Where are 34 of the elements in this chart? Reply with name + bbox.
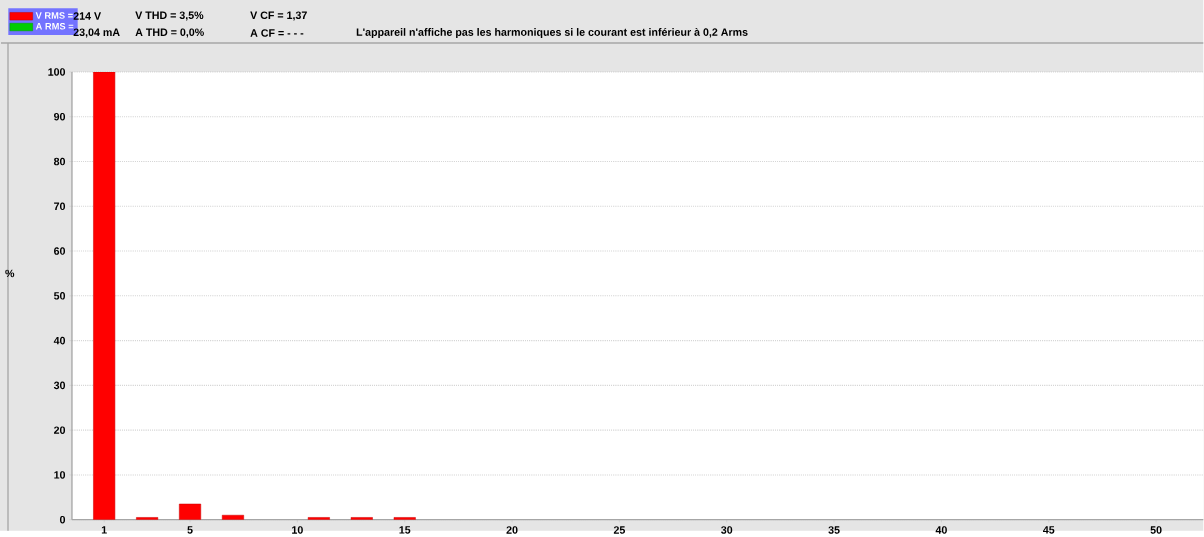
x-tick-label: 35 bbox=[828, 526, 840, 534]
y-tick-label: 0 bbox=[59, 515, 66, 524]
legend-label: V RMS = bbox=[35, 12, 73, 19]
y-tick-label: 80 bbox=[53, 157, 66, 166]
x-tick-label: 1 bbox=[101, 526, 107, 534]
legend-label: A RMS = bbox=[35, 22, 74, 30]
x-tick-label: 30 bbox=[721, 526, 733, 534]
text: 23,04 mA bbox=[73, 28, 120, 38]
y-tick-label: 90 bbox=[54, 112, 66, 121]
text: A CF = - - - bbox=[250, 29, 304, 37]
text: 214 V bbox=[73, 12, 102, 20]
x-tick-label: 15 bbox=[399, 526, 411, 534]
x-tick-label: 10 bbox=[292, 526, 303, 534]
y-tick-label: 60 bbox=[54, 247, 66, 255]
y-tick-label: 100 bbox=[48, 68, 66, 76]
x-tick-label: 20 bbox=[506, 526, 518, 534]
x-tick-label: 50 bbox=[1150, 526, 1162, 534]
y-tick-label: 20 bbox=[54, 426, 66, 434]
bar bbox=[93, 71, 116, 520]
text: L'appareil n'affiche pas les harmoniques si le courant est inférieur à 0,2 Arms bbox=[356, 27, 748, 38]
y-axis-title: % bbox=[5, 269, 15, 278]
x-tick-label: 5 bbox=[187, 526, 193, 534]
text: A THD = 0,0% bbox=[135, 28, 204, 38]
y-tick-label: 10 bbox=[54, 471, 66, 479]
x-tick-label: 25 bbox=[613, 526, 626, 534]
y-tick-label: 30 bbox=[53, 381, 66, 390]
text: V CF = 1,37 bbox=[250, 11, 307, 21]
bar bbox=[179, 503, 202, 520]
x-tick-label: 40 bbox=[935, 526, 947, 534]
y-tick-label: 50 bbox=[53, 291, 66, 300]
y-tick-label: 70 bbox=[54, 202, 66, 210]
y-tick-label: 40 bbox=[53, 336, 66, 345]
text: V THD = 3,5% bbox=[135, 11, 204, 21]
x-tick-label: 45 bbox=[1043, 526, 1055, 534]
